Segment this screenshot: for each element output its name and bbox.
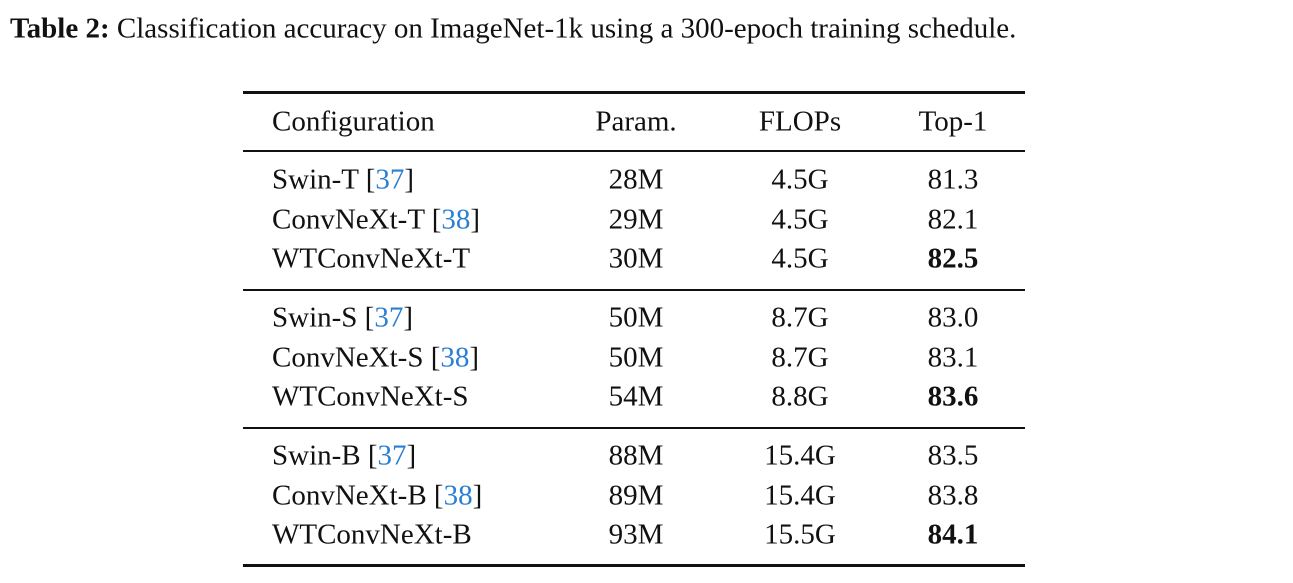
table-cell: 84.1 <box>927 518 979 551</box>
table-rule <box>243 289 1025 291</box>
config-text: ] <box>470 203 481 235</box>
table-cell: 83.5 <box>927 439 979 472</box>
table-cell: 8.7G <box>771 301 829 334</box>
config-text: Swin-T [ <box>272 163 376 196</box>
config-cell: WTConvNeXt-S <box>272 380 469 413</box>
config-cell: Swin-T [37] <box>272 163 415 196</box>
config-cell: Swin-S [37] <box>272 301 413 334</box>
caption-text: Classification accuracy on ImageNet-1k u… <box>116 12 1017 45</box>
config-text: ] <box>406 439 417 472</box>
table-cell: 82.1 <box>927 203 979 235</box>
citation: 38 <box>440 341 470 373</box>
config-cell: WTConvNeXt-B <box>272 518 472 551</box>
config-text: WTConvNeXt-T <box>272 242 471 275</box>
table-cell: 54M <box>608 380 664 413</box>
table-cell: 8.8G <box>771 380 829 413</box>
table-cell: 81.3 <box>927 163 979 196</box>
table-rule <box>243 564 1025 567</box>
table-cell: 83.1 <box>927 341 979 373</box>
config-cell: ConvNeXt-B [38] <box>272 481 482 510</box>
config-text: ConvNeXt-T [ <box>272 203 442 235</box>
table-cell: 4.5G <box>771 203 829 235</box>
caption: Table 2: Classification accuracy on Imag… <box>10 12 1017 45</box>
table-cell: 28M <box>608 163 664 196</box>
table-cell: 50M <box>608 341 664 373</box>
config-cell: WTConvNeXt-T <box>272 242 471 275</box>
citation: 37 <box>375 163 405 196</box>
table-cell: 15.5G <box>764 518 836 551</box>
table-cell: 15.4G <box>764 439 836 472</box>
table-rule <box>243 91 1025 94</box>
config-cell: ConvNeXt-T [38] <box>272 205 480 234</box>
table-cell: 50M <box>608 301 664 334</box>
table-cell: 29M <box>608 203 664 235</box>
config-text: ] <box>404 163 415 196</box>
table-cell: 4.5G <box>771 163 829 196</box>
config-text: ConvNeXt-S [ <box>272 341 441 373</box>
config-text: ] <box>472 479 483 511</box>
table-cell: 30M <box>608 242 664 275</box>
table-cell: 82.5 <box>927 242 979 275</box>
header-cell: Configuration <box>272 105 435 138</box>
config-text: Swin-S [ <box>272 301 375 334</box>
config-text: WTConvNeXt-S <box>272 380 469 413</box>
table-cell: 83.0 <box>927 301 979 334</box>
table-cell: 83.6 <box>927 380 979 413</box>
table-cell: 93M <box>608 518 664 551</box>
citation: 37 <box>377 439 407 472</box>
config-cell: Swin-B [37] <box>272 439 417 472</box>
config-text: Swin-B [ <box>272 439 378 472</box>
citation: 38 <box>441 203 471 235</box>
table-rule <box>243 150 1025 152</box>
table-rule <box>243 427 1025 429</box>
table-cell: 15.4G <box>764 479 836 511</box>
citation: 38 <box>443 479 473 511</box>
table-cell: 83.8 <box>927 479 979 511</box>
header-cell: Top-1 <box>918 105 988 138</box>
header-cell: FLOPs <box>758 105 842 138</box>
config-text: ConvNeXt-B [ <box>272 479 444 511</box>
config-text: ] <box>469 341 480 373</box>
citation: 37 <box>374 301 404 334</box>
table-cell: 88M <box>608 439 664 472</box>
table-cell: 89M <box>608 479 664 511</box>
header-cell: Param. <box>595 105 677 138</box>
table-cell: 4.5G <box>771 242 829 275</box>
caption-label: Table 2: <box>10 12 110 45</box>
config-cell: ConvNeXt-S [38] <box>272 343 479 372</box>
config-text: ] <box>403 301 413 334</box>
table-cell: 8.7G <box>771 341 829 373</box>
config-text: WTConvNeXt-B <box>272 518 472 551</box>
